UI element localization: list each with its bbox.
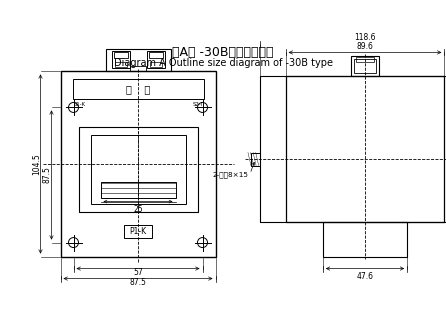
Bar bbox=[100, 182, 175, 197]
Text: 89.6: 89.6 bbox=[356, 42, 373, 51]
Text: 铭    牌: 铭 牌 bbox=[126, 85, 150, 95]
Text: 2-槽孔8×15: 2-槽孔8×15 bbox=[213, 172, 249, 178]
Bar bbox=[78, 127, 198, 212]
Text: Diagram A Outline size diagram of -30B type: Diagram A Outline size diagram of -30B t… bbox=[113, 58, 333, 68]
Bar bbox=[115, 62, 127, 67]
Bar bbox=[91, 134, 186, 203]
Text: 57: 57 bbox=[133, 268, 143, 277]
Bar bbox=[146, 51, 165, 68]
Text: S1-K: S1-K bbox=[74, 102, 86, 107]
Text: 87.5: 87.5 bbox=[129, 278, 146, 287]
Bar bbox=[354, 60, 376, 73]
Text: 25: 25 bbox=[133, 205, 143, 213]
Bar bbox=[356, 57, 374, 62]
Bar bbox=[149, 62, 161, 67]
Bar bbox=[251, 153, 260, 165]
Bar bbox=[285, 76, 444, 222]
Text: 图A、 -30B型外形尺寸图: 图A、 -30B型外形尺寸图 bbox=[172, 46, 274, 59]
Bar bbox=[61, 71, 215, 256]
Text: P1-K: P1-K bbox=[129, 227, 147, 236]
Bar bbox=[106, 49, 170, 71]
Bar bbox=[124, 225, 152, 238]
Text: S2-I: S2-I bbox=[192, 102, 202, 107]
Bar bbox=[351, 56, 379, 76]
Text: 104.5: 104.5 bbox=[32, 153, 41, 175]
Text: 87.5: 87.5 bbox=[43, 167, 52, 183]
Bar bbox=[113, 52, 128, 58]
Bar bbox=[130, 66, 146, 71]
Bar bbox=[260, 76, 446, 222]
Text: 47.6: 47.6 bbox=[356, 271, 373, 280]
Bar bbox=[149, 52, 162, 58]
Bar bbox=[112, 51, 129, 68]
Bar bbox=[323, 222, 407, 256]
Bar bbox=[73, 80, 203, 100]
Text: 118.6: 118.6 bbox=[354, 33, 376, 42]
